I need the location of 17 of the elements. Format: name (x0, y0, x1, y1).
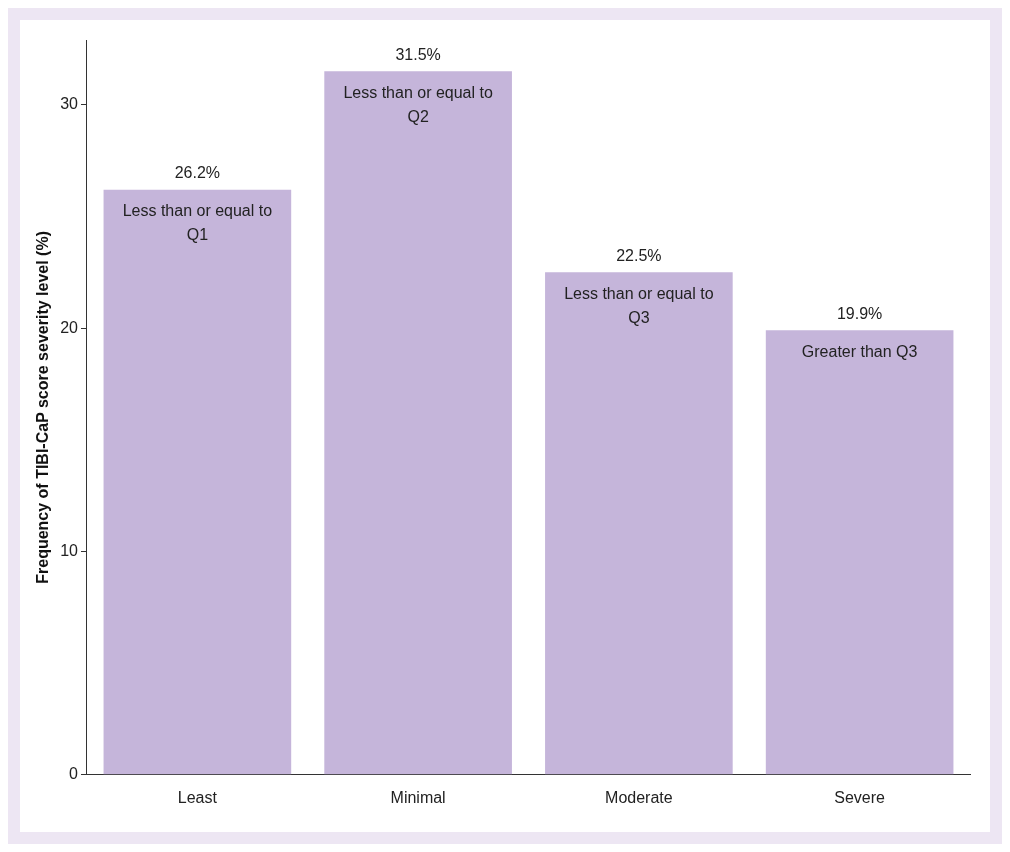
data-label: 19.9% (836, 304, 883, 322)
x-tick-label: Minimal (390, 788, 446, 806)
x-tick-label: Moderate (605, 788, 673, 806)
data-label: 31.5% (395, 45, 441, 63)
data-label: 22.5% (616, 246, 662, 264)
y-tick-label: 0 (69, 765, 79, 783)
x-tick-label: Severe (834, 788, 886, 806)
y-axis-title: Frequency of TIBI-CaP score severity level (%) (34, 231, 52, 584)
y-tick-label: 30 (60, 95, 79, 113)
annotation: Greater than Q3 (801, 342, 918, 360)
x-tick-label: Least (177, 788, 218, 806)
y-tick-label: 10 (60, 541, 79, 559)
annotation: Less than or equal to Q2 (343, 83, 493, 125)
annotation: Less than or equal to Q3 (564, 284, 714, 326)
data-label: 26.2% (174, 164, 221, 182)
y-tick-label: 20 (60, 318, 79, 336)
annotation: Less than or equal to Q1 (122, 202, 273, 244)
